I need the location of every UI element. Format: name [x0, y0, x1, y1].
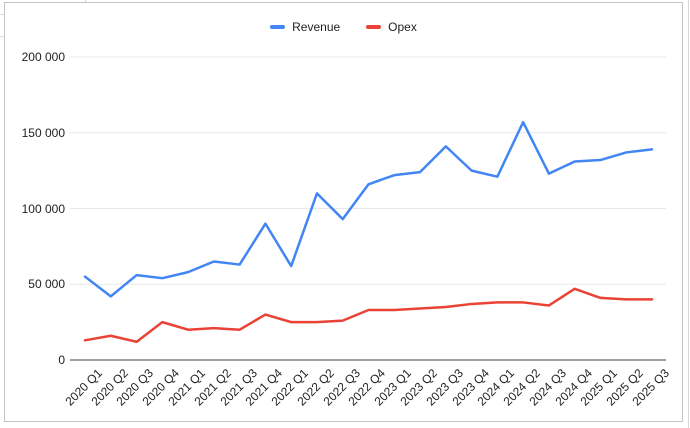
y-axis-tick-label: 0 [58, 353, 65, 367]
y-axis-tick-label: 200 000 [21, 50, 65, 64]
opex-series-line [83, 287, 654, 344]
y-axis-tick-label: 50 000 [28, 277, 65, 292]
sheet-gridline-stub [0, 14, 4, 15]
sheet-gridline-stub [688, 0, 689, 428]
plot-area [70, 56, 666, 361]
y-axis-tick-label: 150 000 [21, 125, 65, 140]
chart-frame[interactable]: Revenue Opex 0 50 000 100 000 150 000 200 00… [4, 2, 683, 422]
sheet-gridline-stub [0, 36, 4, 37]
sheet-gridline-stub [85, 0, 86, 2]
y-axis-tick-label: 100 000 [21, 201, 65, 216]
revenue-series-line [83, 120, 654, 298]
